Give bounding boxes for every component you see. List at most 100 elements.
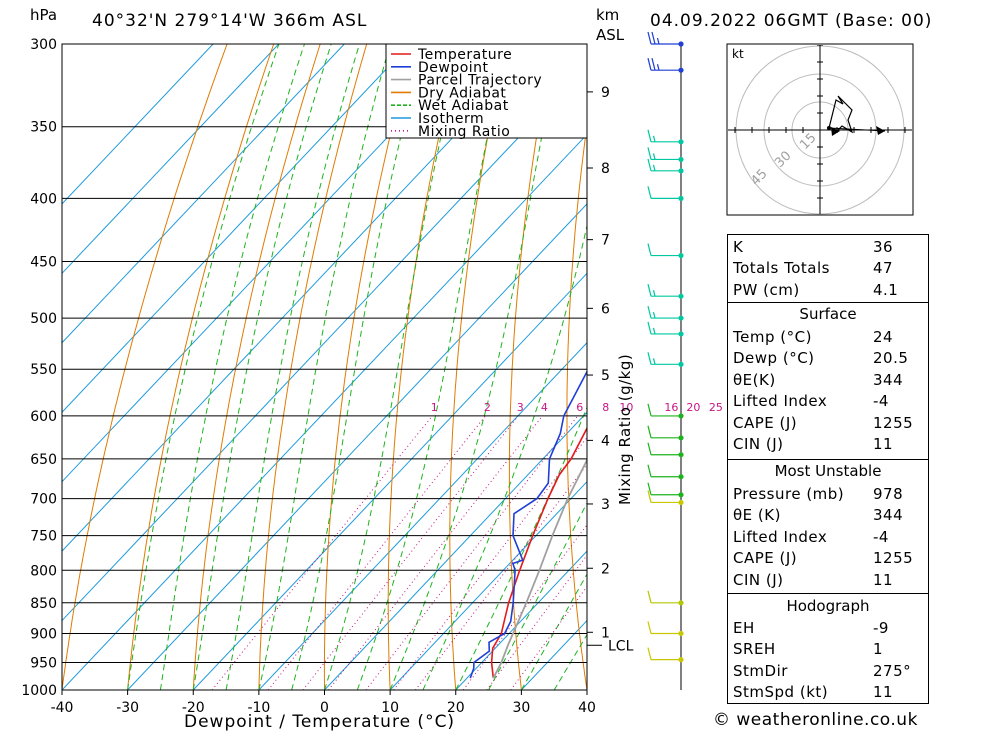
mixing-ratio-label: 20 (686, 401, 700, 414)
barb-dot (678, 252, 684, 259)
indices-panel: K 36 Totals Totals 47 PW (cm) 4.1 Surface Tem… (727, 234, 929, 704)
barb-dot (678, 499, 684, 506)
isotherm-line (455, 550, 587, 690)
hodograph-section: Hodograph EH -9 SREH 1 StmDir 275° StmSpd (kt)… (728, 594, 928, 702)
barb-flag (647, 442, 652, 455)
barb-flag (647, 129, 652, 142)
barb-dot (678, 293, 684, 299)
index-key: Dewp (°C) (733, 349, 815, 368)
isotherm-line (324, 411, 587, 690)
wet-adiabat (455, 406, 587, 690)
barb-flag (647, 186, 652, 199)
barb-flag (647, 590, 652, 603)
barb-dot (678, 315, 684, 321)
isotherm-line (62, 44, 345, 344)
x-tick-label: 30 (512, 700, 530, 716)
wind-barb (647, 464, 684, 480)
barb-dot (678, 361, 684, 367)
dry-adiabat (62, 44, 228, 690)
barb-flag (651, 31, 656, 45)
pressure-tick-label: 400 (30, 191, 57, 207)
barb-flag (647, 482, 652, 495)
index-row: CAPE (J) 1255 (728, 413, 928, 434)
pressure-tick-label: 900 (30, 626, 57, 642)
mixing-ratio-label: 10 (619, 401, 633, 414)
height-tick-label: 1 (601, 625, 610, 641)
index-value: -4 (873, 392, 889, 411)
isotherm-line (62, 44, 280, 275)
index-key: Temp (°C) (733, 328, 812, 346)
isotherm-line (389, 480, 587, 690)
barb-dot (678, 413, 684, 419)
barb-dot (678, 139, 684, 145)
barb-flag (647, 352, 652, 365)
legend-label: Dry Adiabat (418, 85, 506, 101)
wind-barb (647, 305, 684, 321)
index-row: K 36 (728, 237, 928, 258)
barb-dot (678, 168, 684, 174)
most-unstable-section: Most Unstable Pressure (mb) 978 θE (K) 344 L… (728, 460, 928, 593)
wind-barb (647, 284, 684, 299)
index-value: 1 (873, 640, 884, 659)
wind-barb (647, 425, 684, 441)
index-value: 36 (873, 238, 894, 256)
height-tick-label: 6 (601, 301, 610, 317)
index-row: PW (cm) 4.1 (728, 280, 928, 301)
lcl-label: LCL (608, 638, 634, 654)
barb-dot (678, 331, 684, 337)
barb-flag (647, 425, 652, 438)
barb-flag (651, 58, 656, 71)
wind-barb (647, 482, 684, 498)
dewpoint-curve (469, 369, 587, 679)
wind-barb (647, 403, 684, 419)
index-key: EH (733, 619, 755, 637)
mixing-ratio-label: 8 (602, 401, 609, 414)
barb-dot (678, 452, 684, 458)
index-value: 344 (873, 506, 904, 525)
mixing-ratio-label: 2 (484, 401, 491, 414)
barb-dot (678, 657, 684, 663)
datetime-title: 04.09.2022 06GMT (Base: 00) (650, 11, 932, 31)
height-tick-label: 4 (601, 433, 610, 449)
pressure-unit-label: hPa (30, 6, 57, 24)
index-row: Totals Totals 47 (728, 258, 928, 279)
basic-indices: K 36 Totals Totals 47 PW (cm) 4.1 (728, 235, 928, 301)
pressure-tick-label: 750 (30, 529, 57, 545)
barb-half-flag (652, 311, 656, 319)
legend-label: Isotherm (418, 111, 484, 127)
height-unit-asl: ASL (596, 26, 625, 44)
barb-flag (647, 464, 652, 477)
mixing-ratio-label: 16 (664, 401, 678, 414)
index-value: 11 (873, 683, 894, 702)
barb-dot (678, 492, 684, 498)
barb-dot (678, 195, 684, 201)
mixing-ratio-label: 1 (431, 401, 438, 414)
barb-dot (678, 67, 684, 73)
wind-barb (647, 243, 684, 259)
barb-flag (647, 284, 652, 297)
copyright-footer: © weatheronline.co.uk (713, 710, 918, 730)
barb-dot (678, 474, 684, 480)
index-value: 11 (873, 435, 894, 453)
x-tick-label: 40 (578, 700, 596, 716)
index-key: StmSpd (kt) (733, 683, 829, 702)
legend-label: Parcel Trajectory (418, 73, 542, 89)
mixing-ratio-line (328, 415, 543, 690)
pressure-tick-label: 1000 (21, 683, 57, 699)
barb-flag (647, 647, 652, 660)
index-value: 4.1 (873, 280, 899, 299)
wind-barb (647, 58, 684, 73)
wind-barb (647, 352, 684, 367)
barb-flag (647, 621, 652, 634)
legend-label: Wet Adiabat (418, 98, 509, 114)
x-tick-label: -40 (51, 700, 74, 716)
barb-dot (678, 630, 684, 637)
location-title: 40°32'N 279°14'W 366m ASL (92, 11, 367, 31)
barb-flag (647, 403, 652, 417)
wind-barb (647, 129, 684, 145)
isotherm-line (62, 64, 587, 622)
index-row: StmSpd (kt) 11 (728, 682, 928, 703)
barb-dot (678, 600, 684, 606)
